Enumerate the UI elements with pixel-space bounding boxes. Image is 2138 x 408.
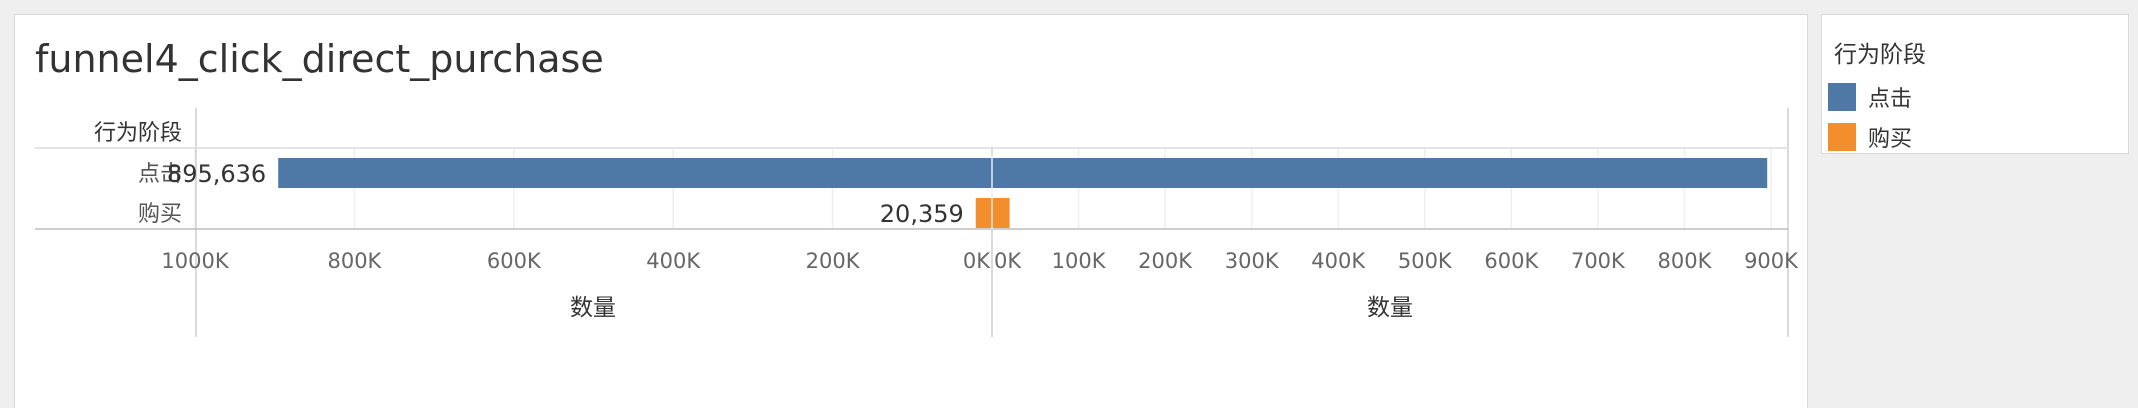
row-label: 购买 (138, 202, 182, 227)
left-axis-tick-label: 200K (806, 249, 861, 273)
right-axis-tick-label: 0K (994, 249, 1022, 273)
legend-title: 行为阶段 (1834, 42, 1926, 68)
right-axis-tick-label: 300K (1225, 249, 1280, 273)
legend-swatch (1828, 83, 1856, 111)
chart-title: funnel4_click_direct_purchase (35, 37, 604, 81)
left-axis-tick-label: 800K (327, 249, 382, 273)
row-header: 行为阶段 (94, 121, 182, 146)
legend-swatch (1828, 123, 1856, 151)
left-axis-tick-label: 600K (487, 249, 542, 273)
right-axis-tick-label: 900K (1744, 249, 1799, 273)
left-axis-tick-label: 400K (646, 249, 701, 273)
chart-panel: funnel4_click_direct_purchase 行为阶段 点击 895… (14, 14, 1808, 408)
axis-ticks: 1000K 800K 600K 400K 200K 0K 0K 100K 200K 300K 400… (161, 249, 1799, 273)
bar-left (278, 158, 992, 188)
data-label: 895,636 (167, 160, 266, 188)
right-axis-title: 数量 (1367, 295, 1413, 321)
legend-label: 点击 (1868, 87, 1913, 112)
right-axis-tick-label: 500K (1398, 249, 1453, 273)
right-axis-tick-label: 200K (1138, 249, 1193, 273)
chart-frame (35, 108, 1789, 337)
legend-label: 购买 (1868, 127, 1913, 152)
data-label: 20,359 (880, 200, 964, 228)
left-axis-tick-label: 1000K (161, 249, 229, 273)
bar-right (992, 158, 1768, 188)
right-axis-tick-label: 700K (1571, 249, 1626, 273)
row-label: 点击 (138, 162, 182, 187)
left-axis-title: 数量 (570, 295, 616, 321)
legend-item[interactable]: 点击 (1828, 77, 1912, 117)
right-axis-tick-label: 400K (1311, 249, 1366, 273)
left-axis-tick-label: 0K (963, 249, 991, 273)
legend-item[interactable]: 购买 (1828, 117, 1912, 157)
legend-list: 点击 购买 (1828, 77, 1912, 157)
bar-left (975, 198, 992, 228)
right-axis-tick-label: 800K (1658, 249, 1713, 273)
bar-right (992, 198, 1010, 228)
legend: 行为阶段 点击购买 (1821, 14, 2129, 154)
right-axis-tick-label: 600K (1484, 249, 1539, 273)
right-axis-tick-label: 100K (1052, 249, 1107, 273)
